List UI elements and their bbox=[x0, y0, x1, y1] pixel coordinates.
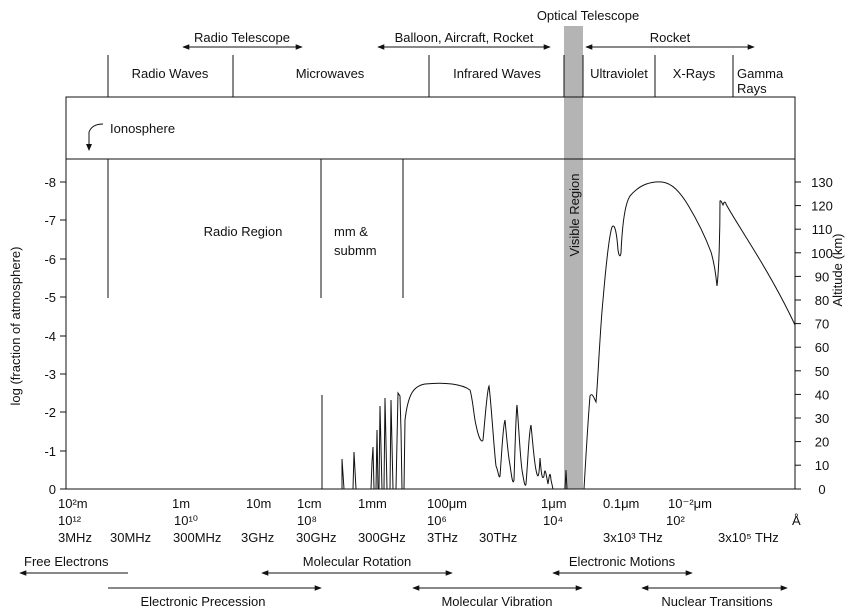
left-tick-label: -6 bbox=[44, 252, 56, 267]
frequency-label: 3x10⁵ THz bbox=[718, 530, 779, 545]
wavelength-label: 1μm bbox=[541, 496, 567, 511]
wavelength-label: 1cm bbox=[297, 496, 322, 511]
frequency-label: 3GHz bbox=[241, 530, 274, 545]
process-molecular-vibration: Molecular Vibration bbox=[441, 594, 552, 609]
right-tick-label: 110 bbox=[812, 222, 833, 237]
frequency-label: 3MHz bbox=[58, 530, 92, 545]
mm-region-label-line2: submm bbox=[334, 243, 377, 258]
angstrom-label: 10⁸ bbox=[297, 513, 317, 528]
left-tick-label: -2 bbox=[44, 405, 56, 420]
right-tick-label: 20 bbox=[815, 435, 829, 450]
process-electronic-motions: Electronic Motions bbox=[569, 554, 676, 569]
frequency-label: 30GHz bbox=[296, 530, 336, 545]
optical-telescope-label: Optical Telescope bbox=[537, 8, 639, 23]
right-tick-label: 60 bbox=[815, 340, 829, 355]
wavelength-label: 10m bbox=[246, 496, 271, 511]
angstrom-label: 10¹⁰ bbox=[174, 513, 198, 528]
band-infrared: Infrared Waves bbox=[453, 66, 541, 81]
frequency-label: 300GHz bbox=[358, 530, 406, 545]
process-free-electrons: Free Electrons bbox=[24, 554, 109, 569]
wavelength-label: 10²m bbox=[58, 496, 88, 511]
radio-telescope-label: Radio Telescope bbox=[194, 30, 290, 45]
left-tick-label: 0 bbox=[49, 482, 56, 497]
mm-region-label-line1: mm & bbox=[334, 224, 368, 239]
right-tick-label: 30 bbox=[815, 411, 829, 426]
left-tick-label: -1 bbox=[44, 444, 56, 459]
band-ultraviolet: Ultraviolet bbox=[590, 66, 648, 81]
ionosphere-box bbox=[65, 96, 796, 160]
right-tick-label: 40 bbox=[815, 387, 829, 402]
right-axis-tick-labels: 130 120 110 100 90 80 70 60 50 40 30 20 … bbox=[811, 175, 833, 497]
left-axis-tick-labels: -8 -7 -6 -5 -4 -3 -2 -1 0 bbox=[44, 175, 56, 497]
band-gamma-line1: Gamma bbox=[737, 66, 784, 81]
angstrom-label: 10¹² bbox=[58, 513, 82, 528]
radio-region-label: Radio Region bbox=[204, 224, 283, 239]
wavelength-label: 1mm bbox=[358, 496, 387, 511]
ionosphere-pointer bbox=[88, 123, 104, 146]
right-axis-ticks bbox=[795, 181, 801, 490]
band-gamma-line2: Rays bbox=[737, 81, 767, 96]
process-electronic-precession: Electronic Precession bbox=[141, 594, 266, 609]
right-tick-label: 50 bbox=[815, 364, 829, 379]
left-tick-label: -4 bbox=[44, 329, 56, 344]
right-tick-label: 10 bbox=[815, 458, 829, 473]
process-nuclear-transitions: Nuclear Transitions bbox=[661, 594, 773, 609]
frequency-label: 30THz bbox=[479, 530, 517, 545]
right-tick-label: 120 bbox=[811, 199, 833, 214]
right-tick-label: 0 bbox=[818, 482, 825, 497]
right-axis-title: Altitude (km) bbox=[830, 234, 845, 307]
frequency-label: 3THz bbox=[427, 530, 458, 545]
visible-region-label: Visible Region bbox=[567, 174, 582, 257]
frequency-label: 300MHz bbox=[173, 530, 221, 545]
rocket-label: Rocket bbox=[650, 30, 691, 45]
left-axis-title: log (fraction of atmosphere) bbox=[8, 247, 23, 406]
balloon-aircraft-rocket-label: Balloon, Aircraft, Rocket bbox=[395, 30, 534, 45]
wavelength-label: 0.1μm bbox=[603, 496, 639, 511]
frequency-row: 3MHz 30MHz 300MHz 3GHz 30GHz 300GHz 3THz… bbox=[58, 530, 779, 545]
visible-band bbox=[564, 26, 583, 489]
wavelength-label: 100μm bbox=[427, 496, 467, 511]
angstrom-label: 10⁴ bbox=[543, 513, 563, 528]
left-tick-label: -8 bbox=[44, 175, 56, 190]
left-tick-label: -7 bbox=[44, 213, 56, 228]
band-radio-waves: Radio Waves bbox=[132, 66, 209, 81]
angstrom-row: 10¹² 10¹⁰ 10⁸ 10⁶ 10⁴ 10² Å bbox=[58, 513, 801, 528]
angstrom-label: 10⁶ bbox=[427, 513, 447, 528]
process-molecular-rotation: Molecular Rotation bbox=[303, 554, 411, 569]
left-tick-label: -5 bbox=[44, 290, 56, 305]
right-tick-label: 90 bbox=[815, 269, 829, 284]
right-tick-label: 100 bbox=[811, 246, 833, 261]
ionosphere-label: Ionosphere bbox=[110, 121, 175, 136]
wavelength-label: 1m bbox=[172, 496, 190, 511]
band-x-rays: X-Rays bbox=[673, 66, 716, 81]
angstrom-label: 10² bbox=[666, 513, 685, 528]
band-microwaves: Microwaves bbox=[296, 66, 365, 81]
absorption-curve bbox=[321, 181, 796, 490]
wavelength-label: 10⁻²μm bbox=[668, 496, 712, 511]
left-tick-label: -3 bbox=[44, 367, 56, 382]
frequency-label: 3x10³ THz bbox=[603, 530, 663, 545]
frequency-label: 30MHz bbox=[110, 530, 151, 545]
right-tick-label: 70 bbox=[815, 317, 829, 332]
left-axis-ticks bbox=[60, 181, 66, 490]
angstrom-unit: Å bbox=[792, 513, 801, 528]
right-tick-label: 130 bbox=[811, 175, 833, 190]
band-dividers bbox=[107, 55, 734, 97]
wavelength-row: 10²m 1m 10m 1cm 1mm 100μm 1μm 0.1μm 10⁻²… bbox=[58, 496, 712, 511]
right-tick-label: 80 bbox=[815, 293, 829, 308]
